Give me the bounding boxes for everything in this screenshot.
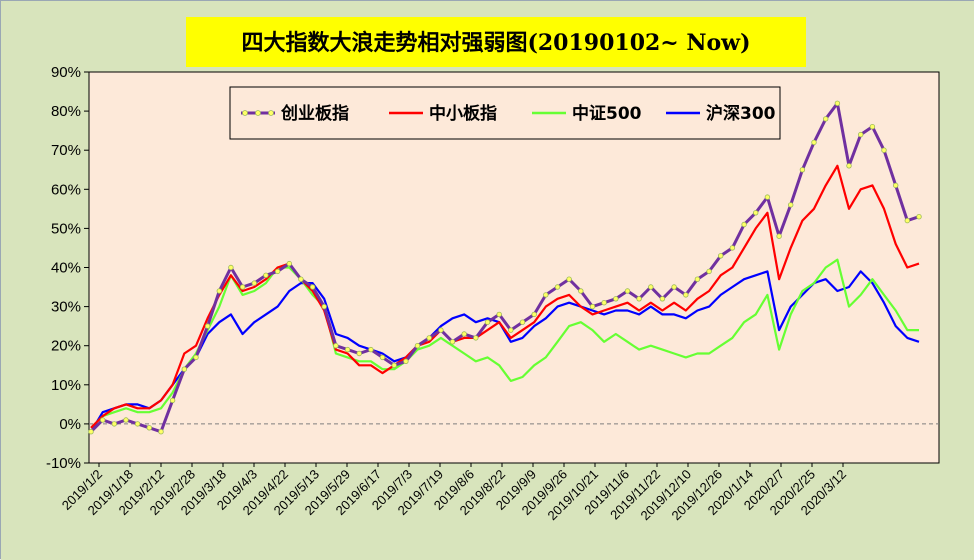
chart-title: 四大指数大浪走势相对强弱图(20190102~ Now) bbox=[241, 30, 750, 56]
series-point-0 bbox=[613, 296, 619, 302]
y-tick-label: 60% bbox=[51, 181, 81, 198]
series-point-0 bbox=[251, 280, 257, 286]
series-point-0 bbox=[426, 335, 432, 341]
series-point-0 bbox=[543, 292, 549, 298]
series-point-0 bbox=[799, 167, 806, 173]
series-point-0 bbox=[776, 233, 782, 239]
series-point-0 bbox=[648, 284, 654, 290]
series-point-0 bbox=[111, 421, 117, 427]
series-line-1 bbox=[90, 164, 920, 429]
series-point-0 bbox=[344, 346, 351, 353]
series-point-0 bbox=[823, 116, 829, 122]
series-point-0 bbox=[286, 260, 292, 267]
series-point-0 bbox=[893, 182, 899, 189]
series-point-0 bbox=[636, 296, 642, 302]
y-tick-label: 50% bbox=[51, 220, 81, 237]
series-point-0 bbox=[414, 343, 421, 349]
y-tick-label: 90% bbox=[51, 64, 81, 81]
y-tick-label: 70% bbox=[51, 142, 81, 159]
series-point-0 bbox=[449, 339, 456, 345]
series-point-0 bbox=[659, 296, 666, 302]
series-point-0 bbox=[88, 429, 94, 435]
series-point-0 bbox=[881, 147, 887, 153]
series-point-0 bbox=[589, 303, 596, 310]
series-point-0 bbox=[274, 268, 281, 275]
series-point-0 bbox=[99, 417, 106, 423]
y-tick-label: 30% bbox=[51, 299, 81, 316]
series-point-0 bbox=[869, 123, 876, 130]
series-point-0 bbox=[671, 284, 677, 290]
series-point-0 bbox=[356, 350, 362, 357]
series-point-0 bbox=[158, 429, 164, 435]
series-point-0 bbox=[729, 245, 736, 251]
y-tick-label: 20% bbox=[51, 338, 81, 355]
series-point-0 bbox=[834, 100, 841, 106]
series-point-0 bbox=[811, 139, 817, 146]
series-point-0 bbox=[473, 335, 479, 341]
series-point-0 bbox=[403, 358, 409, 364]
series-point-0 bbox=[391, 362, 397, 368]
series-point-0 bbox=[134, 421, 141, 427]
series-line-3 bbox=[90, 270, 920, 433]
series-point-0 bbox=[123, 417, 129, 423]
series-point-0 bbox=[333, 343, 339, 349]
y-tick-label: 10% bbox=[51, 377, 81, 394]
legend-label-1: 中小板指 bbox=[429, 103, 497, 124]
series-point-0 bbox=[531, 311, 537, 318]
series-point-0 bbox=[601, 300, 607, 306]
series-point-0 bbox=[263, 272, 269, 278]
series-point-0 bbox=[239, 284, 246, 290]
series-point-0 bbox=[519, 319, 526, 325]
y-tick-label: 40% bbox=[51, 260, 81, 277]
series-point-0 bbox=[181, 366, 187, 372]
series-point-0 bbox=[788, 202, 794, 208]
legend-marker bbox=[268, 110, 274, 116]
series-point-0 bbox=[858, 131, 864, 138]
series-point-0 bbox=[683, 292, 689, 298]
title-box bbox=[186, 17, 806, 67]
series-point-0 bbox=[566, 276, 572, 282]
series-point-0 bbox=[753, 210, 759, 216]
series-point-0 bbox=[718, 253, 724, 259]
series-point-0 bbox=[461, 331, 467, 337]
series-point-0 bbox=[193, 354, 199, 361]
series-point-0 bbox=[204, 323, 211, 329]
series-point-0 bbox=[764, 194, 771, 200]
legend-label-0: 创业板指 bbox=[280, 103, 349, 124]
series-point-0 bbox=[846, 163, 852, 169]
series-point-0 bbox=[228, 264, 234, 271]
series-point-0 bbox=[216, 288, 222, 294]
series-point-0 bbox=[321, 303, 327, 310]
series-point-0 bbox=[694, 276, 701, 282]
series-point-0 bbox=[554, 284, 561, 290]
series-point-0 bbox=[916, 213, 922, 220]
series-point-0 bbox=[368, 346, 374, 353]
series-point-0 bbox=[741, 221, 747, 228]
series-point-0 bbox=[309, 284, 316, 290]
y-tick-label: -10% bbox=[46, 455, 81, 472]
series-point-0 bbox=[904, 217, 910, 224]
legend-marker bbox=[255, 110, 261, 116]
series-point-0 bbox=[484, 319, 491, 325]
series-point-0 bbox=[298, 276, 304, 282]
legend-label-2: 中证500 bbox=[572, 103, 642, 124]
series-point-0 bbox=[508, 327, 514, 333]
series-point-0 bbox=[379, 354, 386, 361]
legend-marker bbox=[242, 110, 248, 116]
series-point-0 bbox=[624, 288, 631, 294]
y-tick-label: 0% bbox=[59, 416, 81, 433]
y-tick-label: 80% bbox=[51, 103, 81, 120]
series-line-0 bbox=[89, 101, 920, 434]
series-point-0 bbox=[169, 397, 176, 404]
series-point-0 bbox=[578, 288, 584, 294]
series-point-0 bbox=[496, 311, 502, 318]
series-point-0 bbox=[146, 425, 152, 431]
series-point-0 bbox=[706, 268, 712, 275]
series-point-0 bbox=[438, 327, 444, 333]
legend-label-3: 沪深300 bbox=[706, 103, 776, 124]
